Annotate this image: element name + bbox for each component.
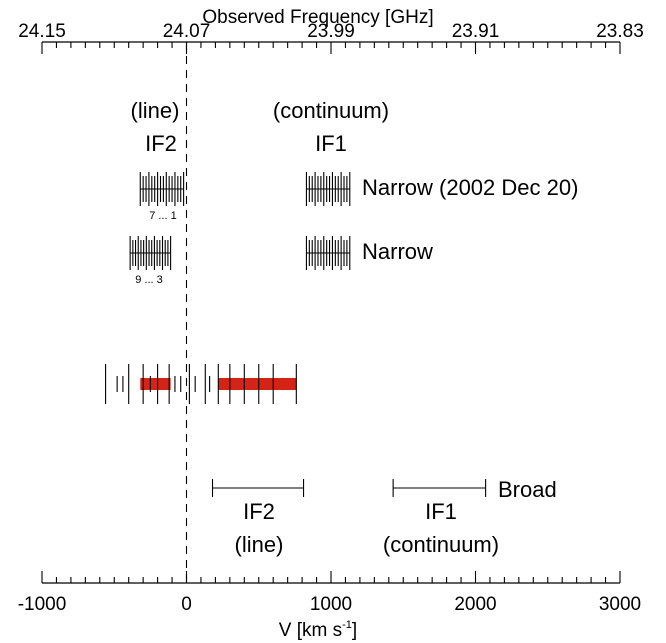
top-axis-title: Observed Frequency [GHz] <box>202 7 433 28</box>
continuum-header: (continuum) <box>273 98 389 123</box>
red-band-segment <box>218 378 297 390</box>
bottom-axis-tick-labels: -1000 0 1000 2000 3000 <box>18 594 641 615</box>
top-tick-label: 23.83 <box>596 21 644 42</box>
narrow-row-1-index-label: 7 ... 1 <box>149 210 177 222</box>
top-tick-label: 23.99 <box>307 21 355 42</box>
channel-markers <box>105 364 297 404</box>
top-tick-label: 24.15 <box>18 21 66 42</box>
bottom-axis-ticks <box>41 571 621 583</box>
narrow-band-rows <box>129 172 351 270</box>
narrow-row-1-label: Narrow (2002 Dec 20) <box>362 175 578 200</box>
top-axis-tick-labels: 24.15 24.07 23.99 23.91 23.83 <box>18 21 644 42</box>
bottom-tick-label: 0 <box>181 594 192 615</box>
top-tick-label: 24.07 <box>163 21 211 42</box>
broad-band-bars <box>211 479 487 497</box>
x-axis-title-main: V [km s <box>279 620 342 641</box>
red-band-segment <box>140 378 171 390</box>
broad-if2-label: IF2 <box>243 499 275 524</box>
narrow-row-2-index-label: 9 ... 3 <box>135 274 163 286</box>
if1-header: IF1 <box>315 131 347 156</box>
x-axis-title-end: ] <box>352 620 357 641</box>
top-axis-ticks <box>41 42 621 54</box>
if2-header: IF2 <box>145 131 177 156</box>
x-axis-title: V [km s-1] <box>279 619 357 641</box>
bottom-tick-label: 1000 <box>310 594 352 615</box>
x-axis-title-sup: -1 <box>342 619 352 631</box>
broad-if2-sublabel: (line) <box>235 532 284 557</box>
narrow-row-2-label: Narrow <box>362 239 433 264</box>
broad-label: Broad <box>498 477 557 502</box>
broad-if1-label: IF1 <box>425 499 457 524</box>
top-tick-label: 23.91 <box>452 21 500 42</box>
bottom-tick-label: 3000 <box>599 594 641 615</box>
broad-if1-sublabel: (continuum) <box>383 532 499 557</box>
line-header: (line) <box>131 98 180 123</box>
bottom-tick-label: 2000 <box>454 594 496 615</box>
bottom-tick-label: -1000 <box>18 594 67 615</box>
